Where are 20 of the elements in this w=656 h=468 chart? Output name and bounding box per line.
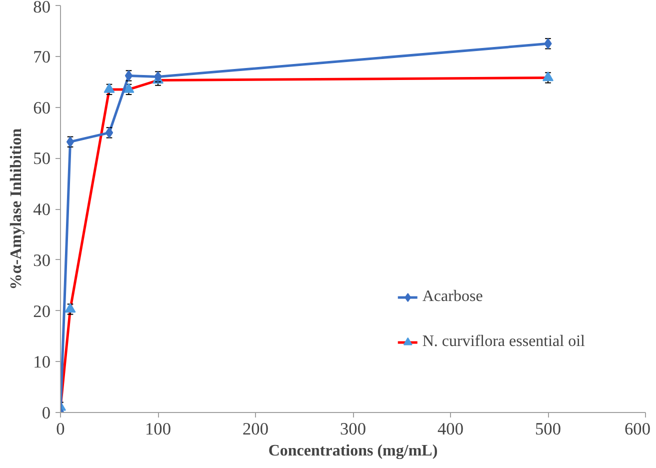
x-axis-title: Concentrations (mg/mL) [268,442,438,460]
x-tick-label: 600 [624,420,651,438]
y-tick-label: 70 [33,47,50,66]
x-tick-label: 300 [340,420,366,438]
y-tick-label: 20 [33,302,50,321]
x-tick-label: 100 [145,420,172,438]
legend-label: Acarbose [422,288,483,306]
y-tick-label: 80 [33,0,50,16]
x-tick-label: 500 [535,420,562,438]
y-tick-label: 60 [33,98,50,118]
y-tick-label: 0 [42,404,51,422]
x-tick-label: 200 [242,420,269,438]
y-tick-label: 40 [33,200,50,219]
y-tick-label: 10 [33,352,50,372]
y-tick-label: 30 [33,250,50,270]
y-tick-label: 50 [33,149,50,168]
y-axis-title: %α-Amylase Inhibition [8,128,26,290]
x-tick-label: 400 [438,420,464,438]
legend-label: N. curviflora essential oil [422,333,585,351]
x-tick-label: 0 [56,420,65,438]
